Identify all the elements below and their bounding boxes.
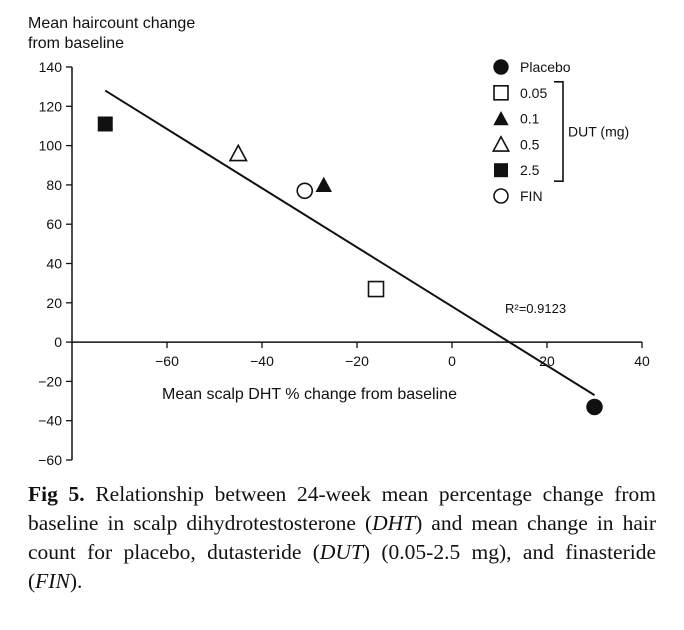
- legend-group-bracket: [554, 81, 564, 182]
- data-point-placebo: [586, 398, 603, 416]
- caption-text-3: ) (0.05-2.5 mg), and finasteride (: [28, 540, 657, 593]
- legend-marker-0-1: [493, 110, 509, 126]
- scatter-chart: Mean haircount change from baseline −60−…: [28, 15, 650, 468]
- x-tick-label: 40: [634, 353, 650, 369]
- r-squared-label: R²=0.9123: [505, 301, 566, 316]
- y-tick-label: 80: [46, 177, 62, 193]
- data-point-0-05: [367, 280, 385, 298]
- y-tick-label: 100: [39, 138, 63, 154]
- caption-label: Fig 5.: [28, 482, 85, 506]
- caption-abbrev-dht: DHT: [372, 511, 416, 535]
- legend-label: 0.05: [520, 85, 547, 101]
- x-tick-label: 20: [539, 353, 555, 369]
- legend-label: 0.5: [520, 136, 540, 152]
- legend-label: Placebo: [520, 59, 571, 75]
- legend-group-label: DUT (mg): [568, 124, 629, 140]
- y-tick-label: 40: [46, 256, 62, 272]
- x-tick-label: −20: [345, 353, 369, 369]
- trend-line: [104, 89, 596, 397]
- caption-text-2: ) and mean change in hair count for plac…: [28, 511, 656, 564]
- x-axis-label: Mean scalp DHT % change from baseline: [162, 386, 457, 403]
- figure-caption: Fig 5. Relationship between 24-week mean…: [28, 480, 656, 596]
- y-tick-label: −40: [38, 413, 62, 429]
- y-tick-label: 120: [39, 98, 63, 114]
- data-point-2-5: [97, 116, 113, 132]
- legend-marker-placebo: [493, 59, 509, 75]
- legend-marker-2-5: [494, 163, 508, 178]
- data-point-0-1: [315, 176, 332, 193]
- caption-abbrev-dut: DUT: [319, 540, 363, 564]
- data-point-fin: [296, 182, 314, 200]
- y-axis-label-line2: from baseline: [28, 35, 124, 52]
- x-tick-label: −60: [155, 353, 179, 369]
- caption-abbrev-fin: FIN: [35, 569, 70, 593]
- y-tick-label: −60: [38, 452, 62, 468]
- y-tick-label: −20: [38, 373, 62, 389]
- y-tick-label: 0: [54, 334, 62, 350]
- legend-marker-0-5: [491, 135, 511, 152]
- legend: Placebo 0.05 0.1 0.5 2.5 FIN DUT (mg): [491, 59, 629, 204]
- y-tick-label: 140: [39, 59, 63, 75]
- legend-label: 2.5: [520, 162, 540, 178]
- y-axis-label-line1: Mean haircount change: [28, 15, 195, 32]
- axes: −60 −40 −20 0 20 40 60 80 100 120 140 −60 −40 −20 0 20 4…: [38, 59, 650, 468]
- y-tick-label: 20: [46, 295, 62, 311]
- caption-text-1: Relationship between 24-week mean percen…: [28, 482, 656, 535]
- legend-label: FIN: [520, 188, 543, 204]
- caption-text-4: ).: [69, 569, 83, 593]
- legend-marker-fin: [493, 188, 509, 204]
- x-tick-label: −40: [250, 353, 274, 369]
- legend-marker-0-05: [493, 85, 509, 101]
- data-points: [97, 89, 603, 416]
- data-point-0-5: [228, 143, 248, 162]
- y-tick-label: 60: [46, 216, 62, 232]
- legend-label: 0.1: [520, 111, 540, 127]
- x-tick-label: 0: [448, 353, 456, 369]
